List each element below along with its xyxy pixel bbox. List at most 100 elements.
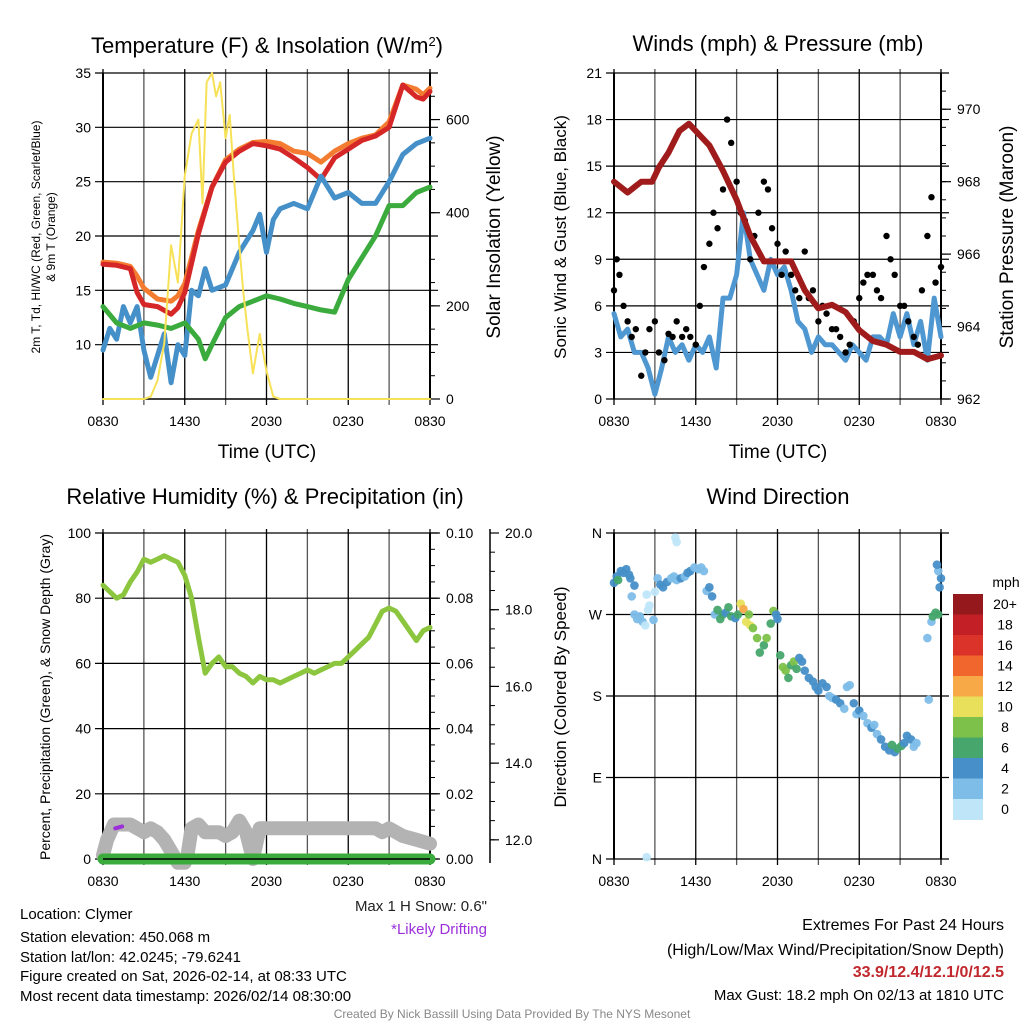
temperature-chart-title: Temperature (F) & Insolation (W/m2) (91, 33, 443, 58)
colorbar-label: 14 (997, 658, 1013, 674)
humidity-chart: Relative Humidity (%) & Precipitation (i… (37, 484, 532, 889)
y-tick-label: 15 (586, 158, 602, 174)
wind-direction-chart: Wind Direction 0830 1430 2030 0230 0830 N E S W N… (551, 484, 1020, 889)
gust-point (700, 263, 708, 271)
gust-point (778, 271, 785, 279)
colorbar-swatch (953, 696, 983, 718)
direction-point (627, 592, 637, 601)
y-tick-label: 12 (586, 205, 602, 221)
direction-point (650, 587, 660, 597)
gust-point (832, 325, 840, 333)
direction-point (876, 735, 886, 744)
direction-point (923, 633, 932, 643)
direction-point (744, 610, 754, 619)
y-tick-label: W (589, 607, 603, 623)
direction-point (859, 711, 868, 721)
direction-point (752, 633, 762, 643)
colorbar-label: 10 (997, 699, 1013, 715)
colorbar-label: 0 (1001, 801, 1009, 817)
gust-point (673, 318, 680, 325)
gust-point (755, 209, 762, 216)
gust-point (864, 271, 871, 279)
y-tick-label: 3 (594, 344, 602, 360)
colorbar-swatch (953, 635, 983, 656)
gust-point (796, 294, 803, 302)
y2-tick-label: 0.06 (446, 655, 473, 671)
likely-drifting-note: *Likely Drifting (391, 921, 487, 938)
credit-text: Created By Nick Bassill Using Data Provi… (333, 1007, 691, 1021)
direction-point (773, 614, 782, 624)
x-tick-label: 2030 (251, 413, 282, 429)
y-tick-label: 35 (75, 65, 91, 81)
direction-point (849, 698, 859, 708)
temperature-y-label-line2: & 9m T (Orange) (44, 192, 58, 282)
humidity-chart-title: Relative Humidity (%) & Precipitation (i… (66, 484, 463, 509)
direction-point (936, 573, 946, 583)
y-tick-label: 30 (75, 119, 91, 135)
gust-point (624, 318, 631, 325)
gust-point (616, 271, 623, 279)
direction-point (739, 604, 748, 614)
gust-point (610, 287, 618, 294)
x-tick-label: 0830 (87, 413, 118, 429)
winds-x-label: Time (UTC) (729, 442, 828, 463)
colorbar-label: 12 (997, 678, 1013, 694)
y-tick-label: 21 (586, 65, 602, 81)
gust-point (937, 263, 945, 271)
gust-point (768, 225, 776, 232)
x-tick-label: 0230 (844, 413, 875, 429)
winds-y-label: Sonic Wind & Gust (Blue, Black) (551, 115, 570, 359)
x-tick-label: 2030 (251, 873, 282, 889)
colorbar-swatch (953, 778, 983, 800)
x-tick-label: 1430 (169, 873, 200, 889)
insolation-y-label: Solar Insolation (Yellow) (484, 135, 505, 338)
direction-point (705, 583, 714, 592)
humidity-y-label: Percent, Precipitation (Green), & Snow D… (37, 534, 53, 860)
gust-point (836, 333, 844, 341)
y2-tick-label: 0 (446, 391, 454, 407)
gust-point (760, 178, 768, 185)
x-tick-label: 0830 (925, 413, 956, 429)
direction-point (641, 621, 650, 630)
direction-point (642, 590, 651, 599)
gust-point (661, 356, 668, 364)
y-tick-label: 9 (594, 251, 602, 267)
direction-point (626, 573, 635, 583)
gust-point (918, 287, 926, 294)
gust-point (710, 209, 717, 216)
colorbar-unit: mph (992, 574, 1019, 590)
direction-point (781, 666, 790, 675)
direction-point (869, 720, 879, 730)
x-tick-label: 0830 (598, 413, 629, 429)
colorbar-swatch (953, 655, 983, 677)
y-tick-label: 10 (75, 337, 91, 353)
gust-point (747, 256, 754, 263)
gust-point (901, 302, 908, 310)
gust-point (891, 271, 898, 279)
gust-point (714, 225, 721, 232)
gust-point (638, 372, 645, 379)
colorbar-swatch (953, 614, 983, 636)
max-gust-text: Max Gust: 18.2 mph On 02/13 at 1810 UTC (713, 987, 1004, 1004)
recent-timestamp-text: Most recent data timestamp: 2026/02/14 0… (20, 988, 352, 1005)
gust-point (887, 256, 894, 263)
y3-tick-label: 18.0 (505, 602, 532, 618)
direction-point (649, 615, 658, 625)
series-station-pressure (611, 120, 944, 363)
y-tick-label: N (592, 525, 602, 541)
direction-point (755, 648, 765, 657)
x-tick-label: 1430 (169, 413, 200, 429)
direction-point (814, 686, 823, 695)
series-td (100, 184, 433, 362)
y3-tick-label: 16.0 (505, 678, 532, 694)
colorbar-label: 8 (1001, 719, 1009, 735)
gust-point (646, 325, 653, 333)
temperature-x-label: Time (UTC) (218, 442, 317, 463)
y-tick-label: E (593, 770, 602, 786)
gust-point (856, 294, 863, 302)
series-hi-wc (100, 135, 433, 386)
gust-point (719, 186, 727, 193)
max-snow-note: Max 1 H Snow: 0.6" (354, 898, 487, 915)
gust-point (764, 186, 772, 193)
elevation-text: Station elevation: 450.068 m (20, 929, 211, 946)
